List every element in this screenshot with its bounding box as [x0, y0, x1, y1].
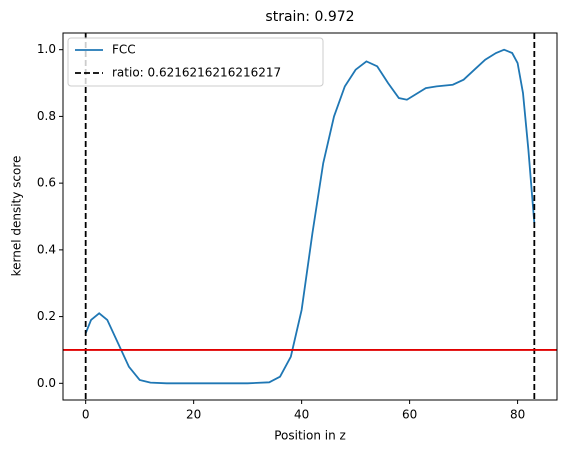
y-tick-label: 1.0 [37, 42, 56, 56]
legend-label: FCC [112, 43, 136, 57]
plot-frame [62, 32, 558, 401]
legend-label: ratio: 0.6216216216216217 [112, 66, 281, 80]
x-tick-label: 0 [82, 408, 90, 422]
y-axis-label: kernel density score [10, 156, 24, 277]
x-axis-label: Position in z [274, 429, 346, 443]
data-line [84, 48, 536, 385]
y-tick-label: 0.6 [37, 176, 56, 190]
chart-title: strain: 0.972 [265, 9, 354, 25]
y-tick-label: 0.8 [37, 109, 56, 123]
x-tick-label: 20 [186, 408, 201, 422]
y-tick-label: 0.4 [37, 242, 56, 256]
y-tick-label: 0.2 [37, 309, 56, 323]
x-tick-label: 80 [510, 408, 525, 422]
x-tick-label: 60 [402, 408, 417, 422]
y-tick-label: 0.0 [37, 376, 56, 390]
legend-box [67, 37, 324, 87]
x-tick-label: 40 [294, 408, 309, 422]
